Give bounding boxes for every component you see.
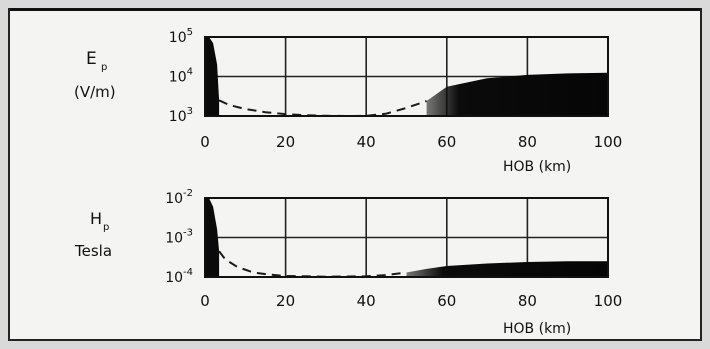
chart1-dashed-curve xyxy=(218,99,427,118)
frame-border-bottom xyxy=(8,339,702,341)
figure-panel xyxy=(8,8,702,341)
frame-border-left xyxy=(8,8,10,341)
chart1-xtick-label: 60 xyxy=(437,133,456,151)
chart1-axes-frame xyxy=(204,36,609,117)
frame-border-right xyxy=(700,8,702,341)
chart2-ylabel-sub: p xyxy=(103,222,109,233)
chart2-xlabel: HOB (km) xyxy=(503,321,571,337)
chart2-xtick-label: 0 xyxy=(200,292,210,310)
chart1-filled-region-1 xyxy=(205,37,220,116)
chart1-ytick-label: 105 xyxy=(169,27,193,46)
chart2-xtick-label: 100 xyxy=(594,292,623,310)
chart1-ylabel-main: E xyxy=(86,49,97,69)
chart1-xtick-label: 40 xyxy=(357,133,376,151)
chart2-xtick-label: 60 xyxy=(437,292,456,310)
chart1-ylabel-sub: p xyxy=(101,62,107,73)
chart1-xtick-label: 0 xyxy=(200,133,210,151)
chart2-ytick-label: 10-2 xyxy=(165,188,193,207)
chart2-xtick-label: 80 xyxy=(518,292,537,310)
chart2-dashed-curve xyxy=(218,250,407,278)
chart1-ytick-label: 103 xyxy=(169,106,193,125)
chart1-xlabel: HOB (km) xyxy=(503,159,571,175)
chart1-ytick-label: 104 xyxy=(169,67,193,86)
chart2-ylabel-unit: Tesla xyxy=(74,242,112,260)
chart2-xtick-label: 40 xyxy=(357,292,376,310)
chart2-xtick-label: 20 xyxy=(276,292,295,310)
chart2-ytick-label: 10-3 xyxy=(165,228,193,247)
chart2-axes-frame xyxy=(204,197,609,278)
chart1-ylabel-unit: (V/m) xyxy=(74,83,116,101)
frame-border-top xyxy=(8,8,702,11)
chart1-xtick-label: 20 xyxy=(276,133,295,151)
chart1-xtick-label: 80 xyxy=(518,133,537,151)
chart2-ylabel-main: H xyxy=(90,209,102,228)
chart2-ytick-label: 10-4 xyxy=(165,267,193,286)
chart2-filled-region-2 xyxy=(406,261,608,277)
chart1-filled-region-2 xyxy=(426,72,608,116)
chart1-xtick-label: 100 xyxy=(594,133,623,151)
chart2-filled-region-1 xyxy=(205,198,220,277)
